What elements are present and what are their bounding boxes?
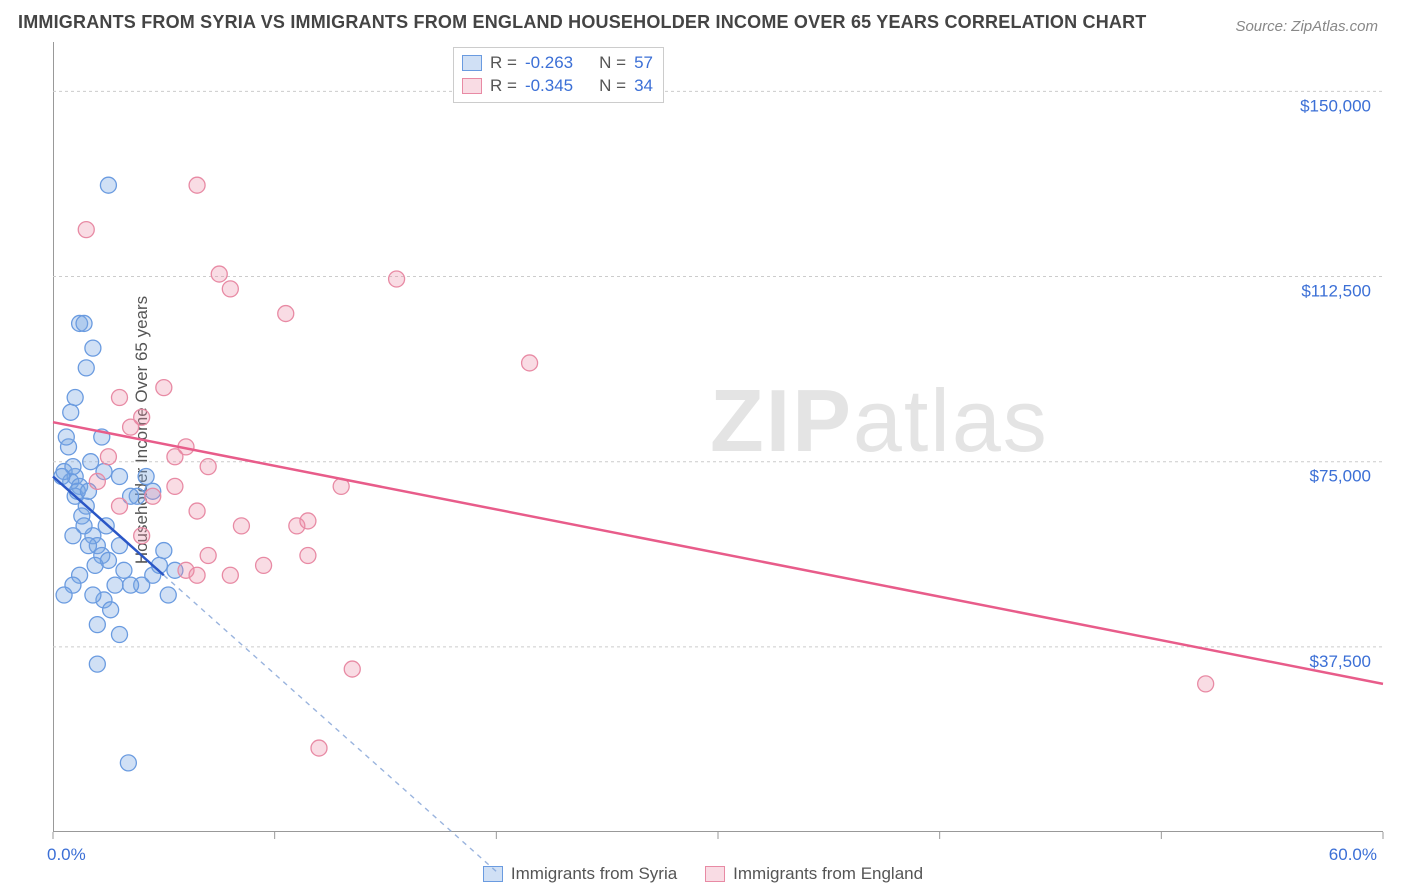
syria-point bbox=[107, 577, 123, 593]
syria-point bbox=[156, 543, 172, 559]
england-point bbox=[189, 177, 205, 193]
england-point bbox=[256, 557, 272, 573]
england-point bbox=[189, 567, 205, 583]
england-point bbox=[222, 567, 238, 583]
syria-point bbox=[89, 617, 105, 633]
svg-text:$150,000: $150,000 bbox=[1300, 96, 1371, 115]
syria-point bbox=[120, 755, 136, 771]
syria-point bbox=[65, 528, 81, 544]
england-point bbox=[156, 380, 172, 396]
syria-point bbox=[123, 577, 139, 593]
england-point bbox=[134, 528, 150, 544]
syria-swatch bbox=[462, 55, 482, 71]
england-point bbox=[300, 513, 316, 529]
england-point bbox=[89, 473, 105, 489]
chart-title: IMMIGRANTS FROM SYRIA VS IMMIGRANTS FROM… bbox=[18, 12, 1147, 33]
syria-point bbox=[103, 602, 119, 618]
n-label: N = bbox=[599, 52, 626, 75]
r-value: -0.345 bbox=[525, 75, 573, 98]
n-value: 57 bbox=[634, 52, 653, 75]
syria-point bbox=[76, 315, 92, 331]
syria-point bbox=[138, 469, 154, 485]
england-point bbox=[112, 498, 128, 514]
england-point bbox=[1198, 676, 1214, 692]
england-point bbox=[233, 518, 249, 534]
syria-point bbox=[83, 454, 99, 470]
legend-row-england: R = -0.345 N = 34 bbox=[462, 75, 653, 98]
syria-trendline-dash bbox=[164, 575, 497, 871]
syria-point bbox=[56, 587, 72, 603]
england-point bbox=[211, 266, 227, 282]
syria-point bbox=[78, 360, 94, 376]
legend-item-england: Immigrants from England bbox=[705, 864, 923, 884]
england-point bbox=[145, 488, 161, 504]
england-point bbox=[344, 661, 360, 677]
syria-point bbox=[112, 469, 128, 485]
england-point bbox=[167, 478, 183, 494]
england-point bbox=[522, 355, 538, 371]
syria-point bbox=[80, 538, 96, 554]
england-point bbox=[389, 271, 405, 287]
syria-point bbox=[85, 587, 101, 603]
england-point bbox=[300, 548, 316, 564]
england-point bbox=[278, 306, 294, 322]
svg-text:60.0%: 60.0% bbox=[1329, 845, 1377, 864]
correlation-legend: R = -0.263 N = 57 R = -0.345 N = 34 bbox=[453, 47, 664, 103]
svg-text:$37,500: $37,500 bbox=[1310, 652, 1371, 671]
legend-row-syria: R = -0.263 N = 57 bbox=[462, 52, 653, 75]
england-point bbox=[189, 503, 205, 519]
svg-text:0.0%: 0.0% bbox=[47, 845, 86, 864]
england-swatch bbox=[705, 866, 725, 882]
england-point bbox=[222, 281, 238, 297]
syria-point bbox=[87, 557, 103, 573]
series-name: Immigrants from Syria bbox=[511, 864, 677, 884]
syria-point bbox=[116, 562, 132, 578]
series-legend: Immigrants from Syria Immigrants from Eng… bbox=[0, 864, 1406, 884]
england-point bbox=[112, 390, 128, 406]
syria-point bbox=[85, 340, 101, 356]
legend-item-syria: Immigrants from Syria bbox=[483, 864, 677, 884]
england-point bbox=[200, 459, 216, 475]
syria-point bbox=[54, 469, 70, 485]
england-point bbox=[311, 740, 327, 756]
source-credit: Source: ZipAtlas.com bbox=[1235, 18, 1378, 35]
n-value: 34 bbox=[634, 75, 653, 98]
svg-text:$112,500: $112,500 bbox=[1301, 282, 1371, 301]
n-label: N = bbox=[599, 75, 626, 98]
series-name: Immigrants from England bbox=[733, 864, 923, 884]
england-point bbox=[78, 222, 94, 238]
r-label: R = bbox=[490, 75, 517, 98]
r-value: -0.263 bbox=[525, 52, 573, 75]
syria-point bbox=[100, 177, 116, 193]
england-swatch bbox=[462, 78, 482, 94]
syria-point bbox=[89, 656, 105, 672]
england-point bbox=[100, 449, 116, 465]
syria-point bbox=[112, 627, 128, 643]
england-point bbox=[200, 548, 216, 564]
england-point bbox=[123, 419, 139, 435]
syria-point bbox=[67, 390, 83, 406]
syria-point bbox=[63, 404, 79, 420]
r-label: R = bbox=[490, 52, 517, 75]
syria-point bbox=[58, 429, 74, 445]
svg-text:$75,000: $75,000 bbox=[1310, 467, 1371, 486]
syria-swatch bbox=[483, 866, 503, 882]
syria-point bbox=[160, 587, 176, 603]
scatter-chart: $37,500$75,000$112,500$150,000 0.0%60.0% bbox=[53, 42, 1383, 832]
